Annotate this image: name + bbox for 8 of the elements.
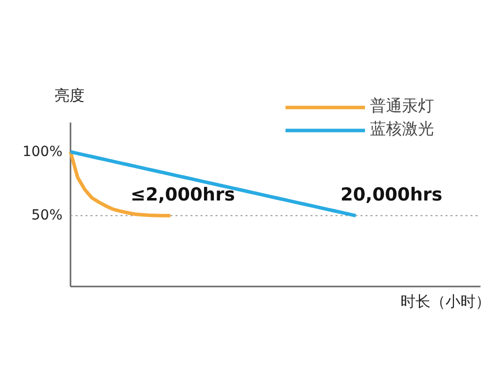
legend-label: 普通汞灯 xyxy=(370,96,434,117)
y-tick-label: 100% xyxy=(22,144,63,160)
x-axis-title: 时长（小时） xyxy=(400,292,490,310)
legend-label: 蓝核激光 xyxy=(370,119,434,140)
annotation: 20,000hrs xyxy=(340,184,442,206)
y-axis-title: 亮度 xyxy=(54,86,84,104)
y-tick-label: 50% xyxy=(31,208,63,224)
annotation: ≤2,000hrs xyxy=(130,184,235,206)
